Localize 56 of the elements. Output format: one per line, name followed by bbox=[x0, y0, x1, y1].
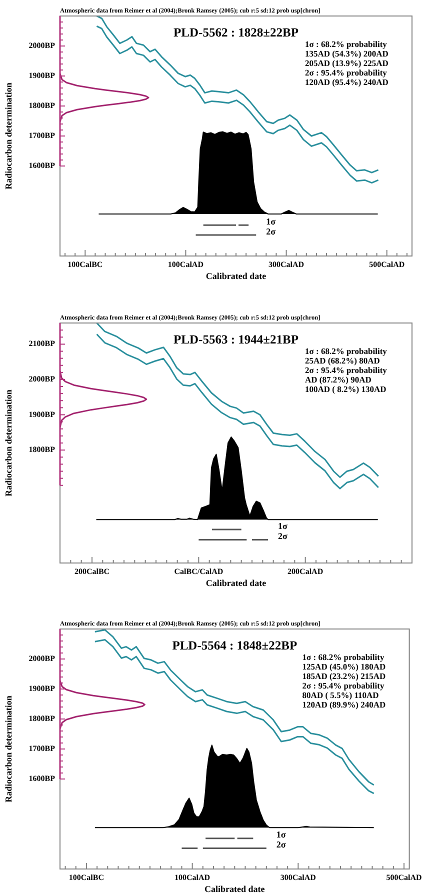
y-tick-label: 1800BP bbox=[28, 101, 56, 110]
annotation: 100AD ( 8.2%) 130AD bbox=[305, 384, 386, 394]
series-label: 2σ bbox=[266, 226, 276, 236]
series-label: 2σ bbox=[276, 840, 286, 850]
x-tick-label: 100CalAD bbox=[168, 260, 204, 269]
y-axis-title: Radiocarbon determination bbox=[4, 390, 14, 496]
annotation: 205AD (13.9%) 225AD bbox=[305, 58, 388, 68]
y-tick-label: 1700BP bbox=[28, 744, 56, 754]
annotation: 120AD (89.9%) 240AD bbox=[302, 700, 386, 710]
annotation: AD (87.2%) 90AD bbox=[305, 374, 372, 385]
y-tick-label: 1600BP bbox=[28, 774, 56, 784]
annotation: 2σ : 95.4% probability bbox=[305, 365, 388, 376]
y-tick-label: 1800BP bbox=[28, 714, 56, 724]
x-tick-label: 100CalBC bbox=[68, 260, 103, 269]
text: PLD-5563 : 1944±21BP bbox=[174, 332, 299, 347]
text: PLD-5564 : 1848±22BP bbox=[172, 638, 298, 653]
y-axis-title: Radiocarbon determination bbox=[4, 82, 14, 190]
annotation: 2σ : 95.4% probability bbox=[305, 68, 388, 78]
annotation: 1σ : 68.2% probability bbox=[302, 652, 385, 662]
series-label: 1σ bbox=[266, 216, 276, 226]
y-tick-label: 1800BP bbox=[28, 445, 56, 454]
x-tick-label: 500CalAD bbox=[386, 872, 422, 882]
annotation: 135AD (54.3%) 200AD bbox=[305, 48, 388, 59]
text: 1σ bbox=[276, 830, 286, 840]
x-axis-title: Calibrated date bbox=[204, 884, 265, 894]
x-tick-label: 200CalBC bbox=[74, 566, 110, 576]
y-tick-label: 1900BP bbox=[28, 684, 56, 694]
annotation: 1σ : 68.2% probability bbox=[305, 39, 388, 50]
annotation: 80AD ( 5.5%) 110AD bbox=[302, 690, 379, 700]
y-tick-label: 1600BP bbox=[28, 161, 56, 170]
x-tick-label: CalBC/CalAD bbox=[174, 566, 224, 576]
annotation: 1σ : 68.2% probability bbox=[305, 346, 388, 356]
y-tick-label: 2100BP bbox=[28, 339, 56, 348]
annotation: 25AD (68.2%) 80AD bbox=[305, 356, 380, 366]
y-tick-label: 1900BP bbox=[28, 410, 56, 419]
series-label: 2σ bbox=[278, 531, 288, 542]
y-tick-label: 1900BP bbox=[28, 71, 56, 80]
x-tick-label: 300CalAD bbox=[268, 260, 304, 269]
x-tick-label: 500CalAD bbox=[369, 260, 405, 269]
text: PLD-5562 : 1828±22BP bbox=[174, 26, 299, 40]
x-axis-title: Calibrated date bbox=[206, 578, 266, 588]
y-tick-label: 1700BP bbox=[28, 131, 56, 140]
x-tick-label: 100CalAD bbox=[174, 872, 210, 882]
annotation: 2σ : 95.4% probability bbox=[302, 680, 385, 691]
x-tick-label: 300CalAD bbox=[280, 872, 316, 882]
y-tick-label: 2000BP bbox=[28, 654, 56, 664]
y-tick-label: 2000BP bbox=[28, 41, 56, 50]
y-tick-label: 2000BP bbox=[28, 374, 56, 384]
y-axis-title: Radiocarbon determination bbox=[4, 696, 14, 802]
text: 1σ bbox=[278, 520, 288, 531]
annotation: 120AD (95.4%) 240AD bbox=[305, 77, 388, 88]
x-axis-title: Calibrated date bbox=[206, 270, 266, 281]
annotation: 125AD (45.0%) 180AD bbox=[302, 662, 386, 672]
x-tick-label: 200CalAD bbox=[288, 566, 324, 576]
annotation: 185AD (23.2%) 215AD bbox=[302, 671, 386, 682]
x-tick-label: 100CalBC bbox=[68, 872, 104, 882]
